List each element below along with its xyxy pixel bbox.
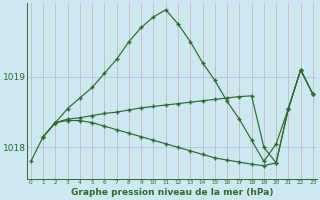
- X-axis label: Graphe pression niveau de la mer (hPa): Graphe pression niveau de la mer (hPa): [71, 188, 273, 197]
